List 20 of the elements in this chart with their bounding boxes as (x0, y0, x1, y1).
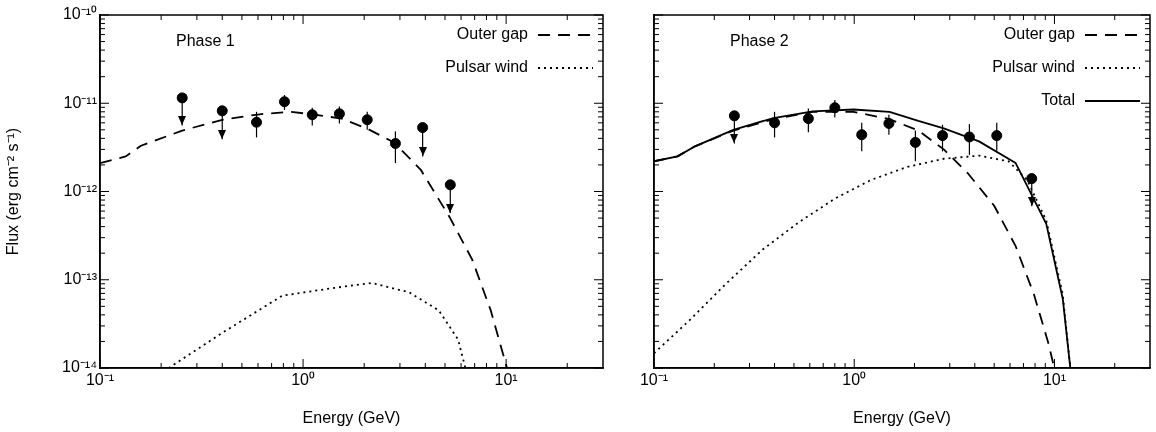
legend-label: Pulsar wind (992, 58, 1075, 76)
text: Phase 2 (730, 32, 789, 50)
legend-label: Outer gap (1003, 25, 1076, 43)
x-axis-title: Energy (GeV) (853, 408, 951, 426)
x-axis-title: Energy (GeV) (302, 408, 401, 426)
x-tick-label: 10⁰ (842, 371, 867, 389)
text: Phase 1 (176, 32, 235, 50)
x-tick-label: 10¹ (494, 371, 518, 389)
y-tick-label: 10⁻¹³ (63, 270, 98, 288)
x-tick-label: 10⁻¹ (639, 371, 669, 389)
y-axis-title: Flux (erg cm⁻² s⁻¹) (4, 127, 22, 256)
y-tick-label: 10⁻¹¹ (63, 93, 97, 111)
x-tick-label: 10¹ (1042, 371, 1067, 389)
legend-label: Pulsar wind (445, 58, 528, 76)
legend-label: Outer gap (456, 25, 529, 43)
x-tick-label: 10⁰ (291, 371, 315, 389)
y-tick-label: 10⁻¹⁰ (62, 5, 97, 23)
x-tick-label: 10⁻¹ (85, 371, 115, 389)
legend-label: Total (1041, 91, 1075, 109)
y-tick-label: 10⁻¹² (63, 181, 98, 199)
